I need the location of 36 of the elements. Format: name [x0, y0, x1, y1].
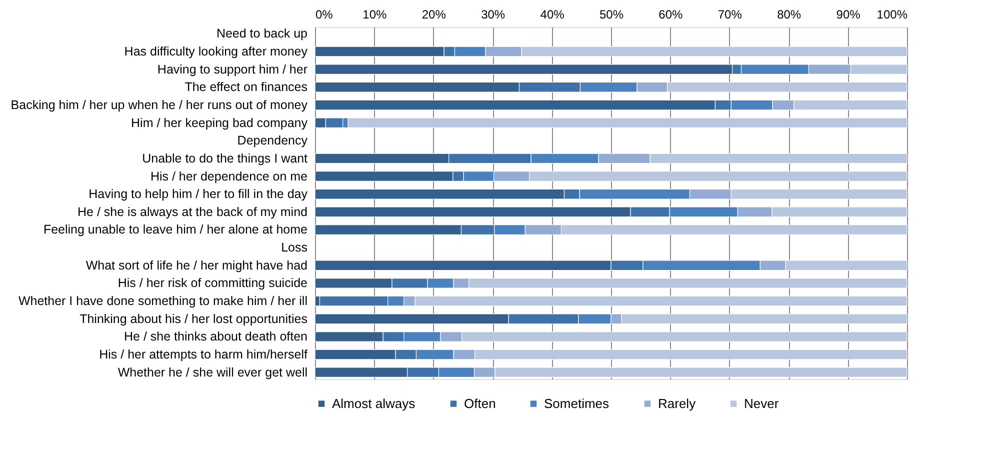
- y-tick-label: Dependency: [237, 134, 308, 148]
- y-tick-label: His / her attempts to harm him/herself: [99, 347, 308, 362]
- x-tick-label: 0%: [316, 8, 334, 22]
- x-tick-label: 30%: [481, 8, 506, 22]
- x-tick-label: 90%: [836, 8, 861, 22]
- y-tick-label: His / her risk of committing suicide: [118, 276, 308, 290]
- x-tick-label: 70%: [718, 8, 742, 22]
- y-tick-label: He / she thinks about death often: [124, 330, 308, 344]
- x-tick-label: 80%: [777, 8, 802, 22]
- y-tick-label: Having to help him / her to fill in the day: [88, 187, 308, 202]
- y-tick-label: Loss: [281, 240, 308, 255]
- y-tick-label: Unable to do the things I want: [142, 151, 308, 166]
- x-tick-label: 60%: [658, 8, 684, 22]
- y-tick-label: His / her dependence on me: [150, 169, 308, 184]
- y-tick-label: Him / her keeping bad company: [131, 116, 308, 130]
- legend-label: Almost always: [332, 396, 416, 411]
- y-tick-label: The effect on finances: [184, 80, 308, 94]
- y-tick-label: What sort of life he / her might have had: [86, 258, 308, 272]
- y-tick-label: Having to support him / her: [157, 62, 308, 76]
- x-tick-label: 40%: [540, 8, 565, 22]
- x-tick-label: 20%: [422, 8, 446, 22]
- y-tick-label: Need to back up: [216, 26, 308, 41]
- y-tick-label: Has difficulty looking after money: [124, 44, 308, 59]
- y-tick-label: Backing him / her up when he / her runs out of money: [10, 98, 308, 112]
- legend-label: Sometimes: [544, 396, 610, 411]
- y-tick-label: Feeling unable to leave him / her alone at home: [43, 222, 308, 237]
- y-tick-label: Whether he / she will ever get well: [118, 365, 308, 380]
- y-tick-label: Thinking about his / her lost opportunities: [80, 312, 308, 326]
- x-tick-label: 100%: [876, 8, 908, 22]
- y-tick-label: Whether I have done something to make him / her ill: [18, 294, 308, 308]
- x-tick-label: 50%: [599, 8, 624, 22]
- legend-label: Often: [464, 396, 496, 411]
- legend-label: Rarely: [658, 396, 696, 411]
- x-tick-label: 10%: [362, 8, 388, 22]
- legend-label: Never: [744, 396, 780, 411]
- y-tick-label: He / she is always at the back of my mind: [78, 204, 308, 219]
